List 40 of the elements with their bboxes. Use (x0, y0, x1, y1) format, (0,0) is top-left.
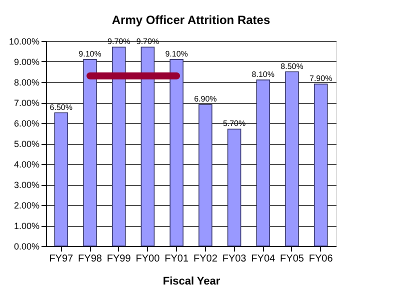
bar (285, 71, 299, 246)
y-tick-label: 3.00% (14, 180, 40, 190)
bar (83, 59, 97, 246)
data-label: 8.50% (280, 62, 304, 71)
y-tick-label: 1.00% (14, 221, 40, 231)
y-tick-label: 0.00% (14, 242, 40, 252)
x-tick-label: FY01 (164, 254, 189, 264)
y-tick-label: 7.00% (14, 98, 40, 108)
chart-title: Army Officer Attrition Rates (112, 13, 270, 27)
data-label: 9.10% (78, 49, 102, 58)
bar (198, 104, 212, 246)
bar (140, 46, 155, 246)
bar (170, 59, 184, 246)
x-tick-label: FY04 (251, 254, 276, 264)
x-tick-label: FY99 (106, 254, 132, 264)
y-tick-label: 5.00% (14, 139, 40, 149)
data-label: 6.50% (50, 102, 72, 112)
x-tick-label: FY05 (280, 254, 304, 264)
x-axis-title: Fiscal Year (162, 276, 221, 288)
bar (54, 112, 68, 246)
data-label: 6.90% (194, 94, 217, 104)
data-label: 7.90% (310, 74, 332, 84)
y-tick-label: 4.00% (14, 160, 40, 170)
data-label: 8.10% (252, 70, 274, 79)
y-tick-label: 8.00% (14, 78, 40, 88)
data-label: 9.10% (165, 49, 188, 58)
y-tick-label: 6.00% (14, 118, 40, 128)
x-tick-label: FY97 (49, 254, 74, 264)
y-tick-label: 10.00% (8, 36, 40, 46)
x-tick-label: FY06 (308, 254, 334, 264)
x-tick-label: FY03 (222, 254, 247, 264)
bar (256, 80, 270, 246)
y-tick-label: 2.00% (14, 200, 40, 210)
x-tick-label: FY98 (78, 254, 102, 264)
bar (112, 46, 126, 246)
bar (227, 128, 242, 246)
x-tick-label: FY02 (193, 254, 218, 264)
x-tick-label: FY00 (136, 254, 160, 264)
y-tick-label: 9.00% (14, 57, 40, 67)
bar (314, 84, 328, 246)
